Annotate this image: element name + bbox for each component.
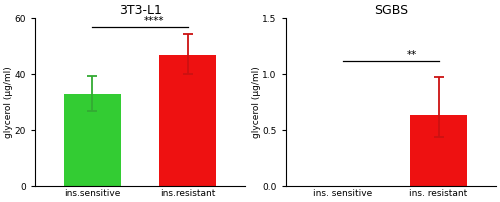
- Bar: [64, 94, 121, 186]
- Y-axis label: glycerol (µg/ml): glycerol (µg/ml): [4, 66, 13, 138]
- Bar: [410, 115, 467, 186]
- Title: 3T3-L1: 3T3-L1: [118, 4, 162, 17]
- Bar: [159, 55, 216, 186]
- Text: **: **: [406, 50, 417, 60]
- Title: SGBS: SGBS: [374, 4, 408, 17]
- Y-axis label: glycerol (µg/ml): glycerol (µg/ml): [252, 66, 261, 138]
- Text: ****: ****: [144, 16, 165, 26]
